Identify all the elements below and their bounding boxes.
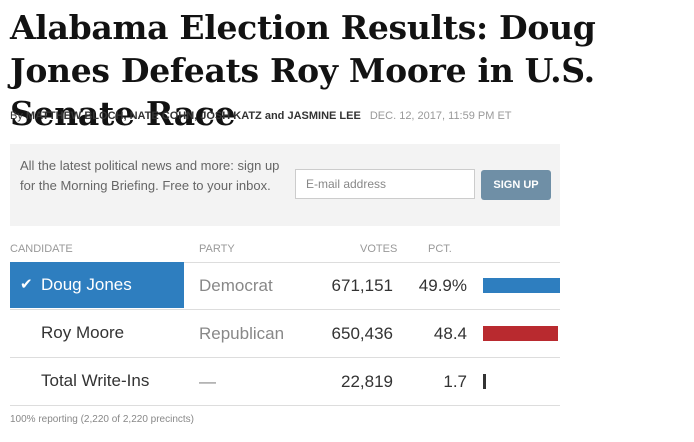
candidate-cell-winner: ✔ Doug Jones xyxy=(10,262,184,308)
candidate-cell: Roy Moore xyxy=(10,310,184,356)
header-candidate: CANDIDATE xyxy=(10,243,73,255)
byline-authors[interactable]: MATTHEW BLOCH, NATE COHN, JOSH KATZ and … xyxy=(25,110,361,122)
divider xyxy=(10,405,560,406)
header-votes: VOTES xyxy=(360,243,398,255)
header-pct: PCT. xyxy=(428,243,452,255)
divider xyxy=(10,309,560,310)
candidate-cell: Total Write-Ins xyxy=(10,358,184,404)
divider xyxy=(10,357,560,358)
vote-percent: 49.9% xyxy=(418,276,467,295)
candidate-name: Roy Moore xyxy=(41,323,125,342)
sign-up-button[interactable]: SIGN UP xyxy=(481,170,551,200)
vote-share-bar xyxy=(483,374,486,389)
party-name: Republican xyxy=(199,324,285,343)
vote-count: 22,819 xyxy=(341,372,393,391)
publish-date: DEC. 12, 2017, 11:59 PM ET xyxy=(369,110,512,122)
candidate-name: Doug Jones xyxy=(41,275,132,294)
vote-count: 671,151 xyxy=(331,276,393,295)
vote-percent: 48.4 xyxy=(433,324,467,343)
party-name: Democrat xyxy=(199,276,273,295)
byline: By MATTHEW BLOCH, NATE COHN, JOSH KATZ a… xyxy=(10,110,512,122)
table-row: Roy Moore Republican 650,436 48.4 xyxy=(10,310,560,356)
table-row: Total Write-Ins — 22,819 1.7 xyxy=(10,358,560,404)
reporting-status: 100% reporting (2,220 of 2,220 precincts… xyxy=(10,414,194,425)
party-name: — xyxy=(199,372,216,391)
divider xyxy=(10,262,560,263)
email-input[interactable] xyxy=(295,169,475,199)
candidate-name: Total Write-Ins xyxy=(41,371,150,390)
vote-percent: 1.7 xyxy=(443,372,467,391)
checkmark-icon: ✔ xyxy=(20,276,33,293)
newsletter-signup: All the latest political news and more: … xyxy=(10,144,560,226)
signup-promo-text: All the latest political news and more: … xyxy=(20,158,280,193)
vote-count: 650,436 xyxy=(331,324,393,343)
page-title: Alabama Election Results: Doug Jones Def… xyxy=(10,8,596,133)
vote-share-bar xyxy=(483,326,558,341)
vote-share-bar xyxy=(483,278,560,293)
table-row: ✔ Doug Jones Democrat 671,151 49.9% xyxy=(10,262,560,308)
header-party: PARTY xyxy=(199,243,235,255)
byline-prefix: By xyxy=(10,110,23,122)
